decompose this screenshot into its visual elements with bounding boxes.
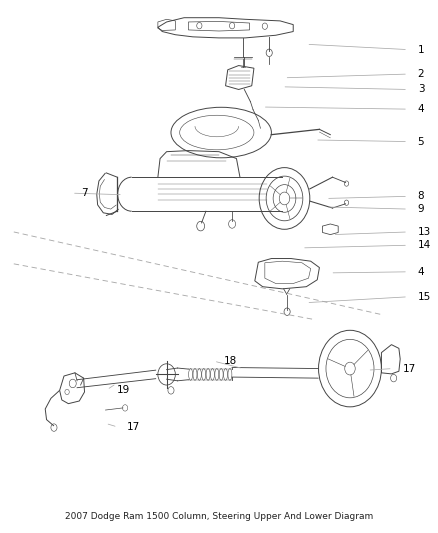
Text: 2007 Dodge Ram 1500 Column, Steering Upper And Lower Diagram: 2007 Dodge Ram 1500 Column, Steering Upp…	[65, 512, 373, 521]
Text: 1: 1	[418, 45, 424, 54]
Text: 15: 15	[418, 292, 431, 302]
Text: 17: 17	[403, 364, 416, 374]
Text: 19: 19	[117, 385, 130, 395]
Text: 9: 9	[418, 204, 424, 214]
Text: 17: 17	[127, 422, 141, 432]
Text: 14: 14	[418, 240, 431, 250]
Text: 4: 4	[418, 267, 424, 277]
Text: 13: 13	[418, 227, 431, 237]
Text: 4: 4	[418, 104, 424, 114]
Text: 18: 18	[223, 356, 237, 366]
Text: 5: 5	[418, 136, 424, 147]
Text: 8: 8	[418, 191, 424, 201]
Text: 2: 2	[418, 69, 424, 79]
Text: 3: 3	[418, 84, 424, 94]
Text: 7: 7	[81, 188, 88, 198]
